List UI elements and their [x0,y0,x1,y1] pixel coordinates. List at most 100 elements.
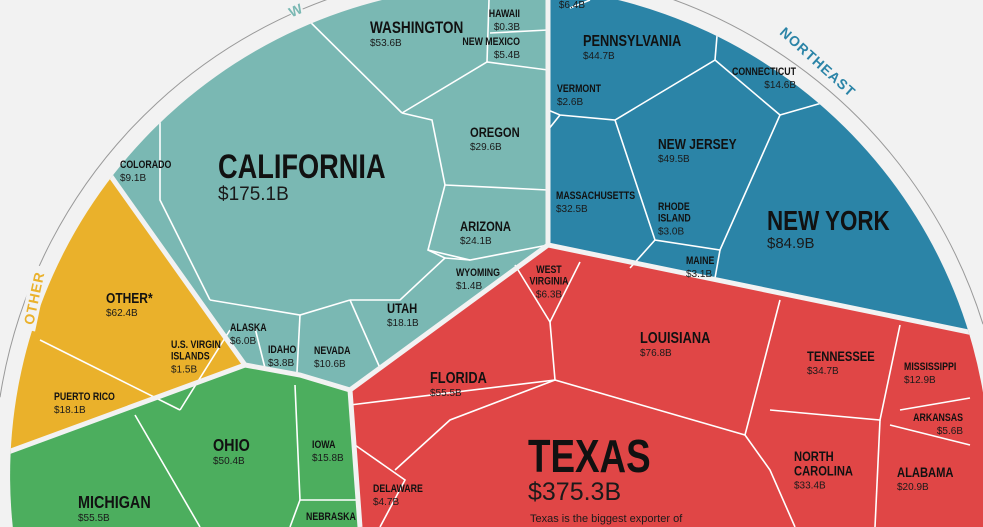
state-value: $375.3B [528,478,621,506]
state-cell-idaho[interactable]: IDAHO $3.8B [268,344,297,369]
state-name: MICHIGAN [78,493,151,513]
state-cell-u-s-virgin-islands[interactable]: U.S. VIRGIN ISLANDS $1.5B [171,339,221,375]
state-cell-washington[interactable]: WASHINGTON$53.6B [370,19,463,49]
state-cell-massachusetts[interactable]: MASSACHUSETTS $32.5B [556,190,635,215]
state-cell-mississippi[interactable]: MISSISSIPPI $12.9B [904,361,956,386]
state-value: $5.6B [937,426,963,437]
state-name: NEVADA [314,345,350,357]
state-cell-new-jersey[interactable]: NEW JERSEY$49.5B [658,136,737,165]
state-value: $44.7B [583,51,615,62]
state-cell-arizona[interactable]: ARIZONA $24.1B [460,219,511,247]
state-value: $20.9B [897,482,929,493]
state-value: $6.4B [559,0,585,11]
state-cell-delaware[interactable]: DELAWARE $4.7B [373,483,423,508]
state-name: OHIO [213,436,250,456]
cell-border [254,327,266,369]
state-value: $3.1B [686,269,712,280]
state-name: UTAH [387,301,417,316]
cell-border [899,397,971,411]
state-cell-hawaii[interactable]: HAWAII $0.3B [489,8,521,33]
state-name: ALABAMA [897,465,954,480]
state-name: NEW JERSEY [658,136,737,153]
state-value: $2.6B [557,97,583,108]
state-cell-puerto-rico[interactable]: PUERTO RICO $18.1B [54,391,115,416]
state-name: PENNSYLVANIA [583,33,682,51]
state-cell-new-york[interactable]: NEW YORK$84.9B [767,206,890,252]
state-cell-vermont[interactable]: VERMONT $2.6B [557,83,601,108]
state-cell-nevada[interactable]: NEVADA $10.6B [314,345,350,370]
state-cell-nebraska[interactable]: NEBRASKA [306,511,356,523]
state-name: ALASKA [230,322,267,334]
state-name: HAWAII [489,8,520,20]
state-value: $175.1B [218,184,289,205]
state-cell-louisiana[interactable]: LOUISIANA$76.8B [640,330,711,359]
state-name: MASSACHUSETTS [556,190,635,202]
state-value: $50.4B [213,456,245,467]
state-cell-ohio[interactable]: OHIO$50.4B [213,436,250,467]
state-value: $32.5B [556,204,588,215]
state-cell-west-virginia[interactable]: WEST VIRGINIA $6.3B [529,264,568,300]
state-cell-maine[interactable]: MAINE $3.1B [686,255,715,280]
state-value: $76.8B [640,348,672,359]
state-name: LOUISIANA [640,330,711,348]
state-cell-michigan[interactable]: MICHIGAN$55.5B [78,493,151,524]
state-cell-iowa[interactable]: IOWA $15.8B [312,439,344,464]
cell-border [486,0,490,63]
state-cell-rhode-island[interactable]: RHODE ISLAND $3.0B [658,201,691,237]
state-name: CONNECTICUT [732,66,796,78]
state-value: $1.5B [171,365,197,376]
state-cell-florida[interactable]: FLORIDA$55.5B [430,370,487,399]
state-cell-new-mexico[interactable]: NEW MEXICO $5.4B [462,36,520,61]
state-name: VERMONT [557,83,601,95]
state-value: $49.5B [658,154,690,165]
region-label-west: W [286,0,305,20]
state-cell-alaska[interactable]: ALASKA $6.0B [230,322,267,347]
region-border [244,362,351,393]
state-cell-wyoming[interactable]: WYOMING $1.4B [456,267,500,292]
cell-border [889,424,971,446]
state-cell-arkansas[interactable]: ARKANSAS $5.6B [913,412,963,437]
state-name: U.S. VIRGIN ISLANDS [171,339,221,363]
state-value: $5.4B [494,50,520,61]
state-name: TEXAS [528,430,651,482]
state-cell-utah[interactable]: UTAH $18.1B [387,301,419,329]
state-name: MISSISSIPPI [904,361,956,373]
state-cell-alabama[interactable]: ALABAMA $20.9B [897,465,954,493]
cell-border [614,114,781,251]
state-cell-california[interactable]: CALIFORNIA$175.1B [218,147,386,205]
state-value: $15.8B [312,453,344,464]
state-cell-texas[interactable]: TEXAS$375.3B [528,430,651,506]
state-name: FLORIDA [430,370,487,388]
state-name: CALIFORNIA [218,147,386,186]
state-cell-colorado[interactable]: COLORADO $9.1B [120,159,172,184]
state-cell-tennessee[interactable]: TENNESSEE $34.7B [807,349,875,377]
state-value: $12.9B [904,375,936,386]
cell-border [354,444,407,527]
state-value: $6.0B [230,336,256,347]
outer-ring [0,0,983,398]
state-value: $55.5B [78,513,110,524]
cell-border [296,314,301,373]
state-value: $10.6B [314,359,346,370]
state-cell-pennsylvania[interactable]: PENNSYLVANIA$44.7B [583,33,682,62]
state-name: PUERTO RICO [54,391,115,403]
state-cell-north-carolina[interactable]: NORTH CAROLINA $33.4B [794,449,853,492]
arc-label-bg [769,16,867,108]
state-cell-connecticut[interactable]: CONNECTICUT $14.6B [732,66,796,91]
state-name: MAINE [686,255,715,267]
state-name: ARKANSAS [913,412,963,424]
state-cell-oregon[interactable]: OREGON $29.6B [470,125,520,153]
state-name: TENNESSEE [807,349,875,364]
state-value: $6.3B [536,290,562,301]
state-name: OREGON [470,125,520,140]
state-cell-other[interactable]: OTHER*$62.4B [106,290,153,319]
cell-border [159,110,211,301]
cell-border [289,499,301,527]
state-cell-unlabeled[interactable]: $6.4B [559,0,585,11]
state-value: $34.7B [807,366,839,377]
state-name: WASHINGTON [370,19,463,38]
state-name: NORTH CAROLINA [794,449,853,479]
cell-border [569,0,591,9]
cell-border [489,29,549,34]
state-name: DELAWARE [373,483,423,495]
